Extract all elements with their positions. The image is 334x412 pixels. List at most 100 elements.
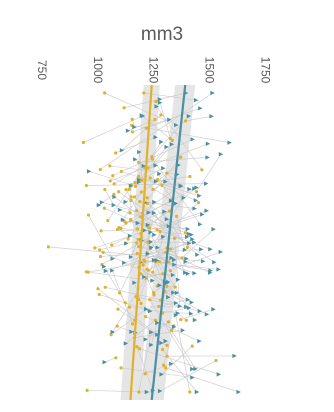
data-point-a — [143, 372, 147, 376]
data-point-a — [157, 259, 161, 264]
data-point-a — [112, 192, 116, 196]
data-point-b — [185, 234, 190, 240]
data-point-a — [137, 390, 141, 394]
data-point-a — [138, 199, 142, 204]
data-point-b — [119, 148, 125, 153]
data-point-a — [190, 344, 194, 348]
pair-line — [138, 157, 208, 163]
data-point-a — [101, 250, 105, 254]
data-point-b — [157, 283, 163, 288]
pair-line — [100, 92, 213, 170]
data-point-b — [120, 217, 126, 223]
data-point-a — [160, 347, 165, 352]
data-point-a — [153, 117, 157, 122]
data-point-b — [189, 300, 194, 305]
data-point-a — [135, 345, 139, 349]
data-point-a — [170, 138, 175, 143]
data-point-b — [188, 311, 194, 316]
data-point-b — [193, 97, 199, 103]
data-point-a — [151, 187, 155, 192]
data-point-a — [119, 366, 123, 370]
data-point-b — [183, 259, 188, 264]
tick-label: 750 — [35, 60, 49, 80]
data-point-b — [173, 201, 179, 206]
pair-line — [161, 345, 193, 375]
data-point-a — [169, 328, 174, 332]
data-point-a — [179, 317, 183, 322]
pair-line — [112, 261, 156, 333]
pair-line — [48, 246, 204, 262]
data-point-a — [132, 195, 137, 199]
data-point-a — [135, 208, 139, 213]
data-point-a — [106, 218, 110, 223]
pair-line — [145, 321, 169, 340]
data-point-b — [197, 338, 202, 344]
tick-label: 1500 — [202, 57, 216, 84]
pair-line — [117, 229, 211, 273]
data-point-a — [188, 174, 192, 179]
data-point-a — [185, 245, 190, 250]
data-point-b — [169, 361, 174, 366]
data-point-b — [195, 252, 200, 257]
data-point-b — [129, 329, 134, 335]
data-point-b — [197, 308, 203, 314]
data-point-b — [174, 290, 180, 296]
data-point-b — [204, 181, 209, 186]
data-point-b — [150, 278, 155, 283]
data-point-b — [168, 198, 174, 204]
pair-line — [86, 271, 153, 281]
data-point-a — [93, 246, 97, 250]
pair-line — [159, 102, 171, 139]
pair-line — [180, 308, 214, 320]
data-point-a — [138, 347, 142, 351]
data-point-a — [179, 155, 183, 159]
data-point-a — [165, 343, 169, 347]
data-point-b — [204, 312, 210, 317]
data-point-a — [129, 195, 133, 199]
data-point-b — [164, 217, 170, 222]
pair-line — [174, 238, 181, 307]
data-point-a — [84, 183, 88, 188]
data-point-a — [147, 226, 152, 230]
data-point-b — [170, 272, 176, 278]
data-point-b — [111, 202, 117, 208]
data-point-a — [137, 174, 141, 178]
pair-line — [114, 196, 161, 232]
data-point-b — [135, 220, 141, 226]
data-point-b — [128, 183, 134, 189]
data-point-b — [143, 337, 148, 342]
data-point-a — [142, 258, 146, 262]
pair-line — [177, 312, 187, 321]
data-point-a — [145, 267, 149, 272]
data-point-b — [151, 210, 157, 216]
data-point-a — [139, 215, 143, 219]
pair-line — [142, 212, 155, 266]
data-point-a — [152, 291, 156, 295]
pair-line — [124, 220, 188, 230]
data-point-a — [115, 324, 119, 328]
data-point-b — [182, 247, 188, 253]
data-point-a — [133, 184, 138, 188]
data-point-a — [160, 183, 164, 188]
data-point-a — [103, 285, 107, 289]
data-point-a — [110, 243, 114, 247]
data-point-b — [169, 255, 174, 261]
tick-label: 1250 — [147, 57, 161, 84]
pair-line — [139, 201, 195, 209]
data-point-a — [165, 171, 169, 175]
data-point-a — [164, 366, 168, 370]
data-point-b — [159, 372, 164, 377]
pair-line — [151, 286, 168, 346]
pair-line — [121, 171, 200, 197]
data-point-b — [110, 268, 115, 273]
data-point-a — [130, 322, 135, 326]
data-point-a — [161, 272, 165, 276]
pair-line — [89, 171, 132, 186]
data-point-b — [198, 222, 203, 227]
data-point-b — [152, 232, 157, 238]
data-point-b — [96, 202, 102, 208]
data-point-b — [124, 241, 129, 246]
data-point-b — [187, 241, 192, 246]
data-point-a — [200, 168, 204, 172]
pair-line — [124, 247, 168, 264]
